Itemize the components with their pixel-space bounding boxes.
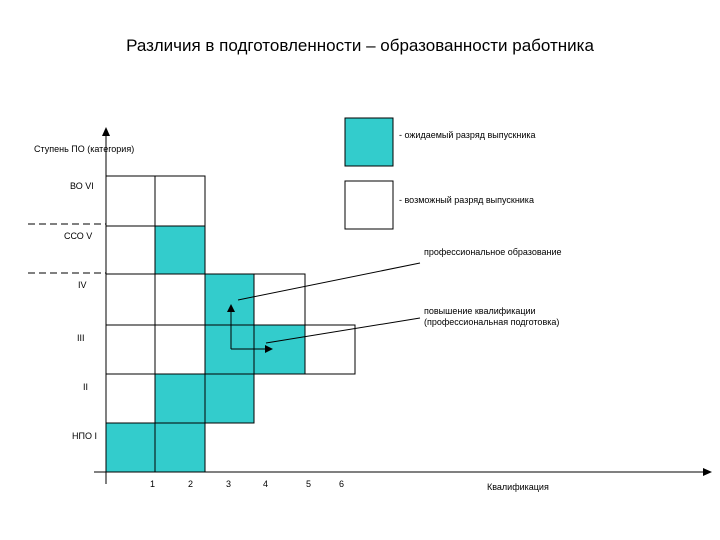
x-tick-3: 3 <box>226 479 232 489</box>
y-axis-label: Ступень ПО (категория) <box>34 144 135 154</box>
annotation-professional-education: профессиональное образование <box>424 247 562 257</box>
cell-possible-16 <box>105 175 156 227</box>
leader-professional-education <box>237 262 421 301</box>
legend-possible-swatch <box>344 180 394 230</box>
annotation-qualification-upgrade: повышение квалификации (профессиональная… <box>424 306 560 327</box>
cell-possible-14 <box>105 225 156 275</box>
x-axis-arrow <box>703 468 712 476</box>
x-tick-1: 1 <box>150 479 156 489</box>
legend-expected-swatch <box>344 117 394 167</box>
cells-layer <box>105 175 356 473</box>
level-label-sso: ССО V <box>64 231 93 241</box>
cell-expected-4 <box>204 373 255 424</box>
x-tick-6: 6 <box>339 479 345 489</box>
x-axis-label: Квалификация <box>487 482 549 492</box>
cell-expected-12 <box>204 273 255 326</box>
legend-possible-label: - возможный разряд выпускника <box>399 195 534 205</box>
cell-possible-17 <box>154 175 206 227</box>
cell-possible-5 <box>105 324 156 375</box>
slide-title: Различия в подготовленности – образованн… <box>126 36 594 55</box>
level-label-iv: IV <box>78 280 87 290</box>
cell-possible-10 <box>105 273 156 326</box>
level-label-ii: II <box>83 382 89 392</box>
cell-possible-6 <box>154 324 206 375</box>
cell-expected-0 <box>105 422 156 473</box>
level-label-npo: НПО I <box>72 431 97 441</box>
cell-possible-2 <box>105 373 156 424</box>
x-tick-5: 5 <box>306 479 312 489</box>
cell-possible-9 <box>304 324 356 375</box>
level-label-vo: ВО VI <box>70 181 94 191</box>
x-tick-4: 4 <box>263 479 269 489</box>
legend-expected-label: - ожидаемый разряд выпускника <box>399 130 536 140</box>
cell-possible-13 <box>253 273 306 326</box>
cell-expected-1 <box>154 422 206 473</box>
x-tick-2: 2 <box>188 479 194 489</box>
leader-qualification-upgrade <box>265 317 421 344</box>
level-label-iii: III <box>77 333 85 343</box>
cell-possible-11 <box>154 273 206 326</box>
cell-expected-3 <box>154 373 206 424</box>
cell-expected-15 <box>154 225 206 275</box>
y-axis-arrow <box>102 127 110 136</box>
